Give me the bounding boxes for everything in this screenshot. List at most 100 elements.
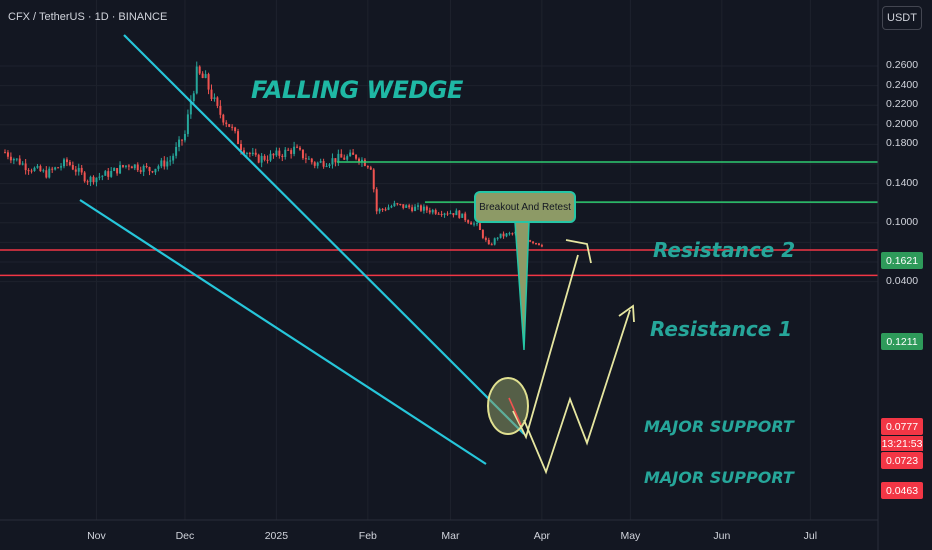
- candle-body: [92, 176, 95, 183]
- candle-body: [74, 169, 77, 172]
- projection-arrowhead-2: [618, 304, 635, 323]
- time-tick-label: Apr: [533, 530, 551, 542]
- candle-body: [464, 213, 467, 221]
- chart-grid: [0, 0, 878, 520]
- candle-body: [240, 143, 242, 151]
- candle-body: [366, 165, 369, 168]
- candle-body: [248, 153, 251, 155]
- candle-body: [511, 233, 514, 235]
- candle-body: [119, 165, 122, 174]
- candle-body: [508, 233, 511, 235]
- candle-body: [4, 152, 6, 154]
- candle-body: [331, 158, 334, 165]
- support-1-label: MAJOR SUPPORT: [644, 417, 794, 436]
- candle-body: [133, 164, 136, 169]
- candle-body: [225, 122, 228, 125]
- candle-body: [529, 240, 532, 242]
- time-tick-label: Nov: [87, 530, 106, 542]
- candle-body: [192, 93, 195, 102]
- candle-body: [537, 243, 540, 246]
- candle-body: [95, 177, 98, 183]
- candle-body: [142, 166, 145, 172]
- candle-body: [12, 158, 15, 161]
- candle-body: [63, 159, 65, 167]
- candle-body: [414, 206, 417, 211]
- candle-body: [169, 160, 172, 162]
- candle-body: [222, 114, 225, 123]
- candle-body: [299, 147, 301, 150]
- price-tick-label: 0.2000: [886, 117, 919, 130]
- support-1-price-tag: 0.0723: [881, 452, 923, 469]
- candle-body: [89, 176, 92, 183]
- symbol-title[interactable]: CFX / TetherUS · 1D · BINANCE: [8, 11, 168, 23]
- candle-body: [201, 73, 204, 79]
- candle-body: [124, 165, 127, 167]
- candle-body: [110, 170, 113, 177]
- candle-body: [60, 166, 63, 168]
- price-tick-label: 0.2200: [886, 98, 919, 111]
- candle-body: [45, 170, 48, 178]
- candle-body: [260, 155, 263, 163]
- candle-body: [481, 229, 484, 238]
- candle-body: [287, 149, 290, 151]
- candle-body: [242, 150, 245, 154]
- candle-body: [145, 166, 148, 168]
- candle-body: [83, 172, 86, 182]
- candle-body: [39, 166, 42, 172]
- pattern-label: FALLING WEDGE: [251, 76, 463, 104]
- candle-body: [71, 165, 74, 170]
- candle-body: [476, 223, 478, 225]
- candle-series: [4, 61, 543, 248]
- candle-body: [186, 114, 189, 134]
- projection-arrowhead-1: [565, 239, 592, 264]
- candle-body: [290, 150, 293, 154]
- candle-body: [384, 209, 387, 211]
- candle-body: [269, 153, 272, 161]
- candle-body: [422, 206, 425, 211]
- candle-body: [163, 160, 166, 167]
- time-tick-label: 2025: [264, 530, 289, 542]
- candle-body: [490, 244, 493, 246]
- candle-body: [27, 170, 30, 172]
- candle-body: [213, 97, 216, 100]
- candle-body: [343, 157, 346, 160]
- breakdown-tick: [508, 397, 522, 426]
- projection-path-1: [512, 254, 579, 440]
- projection-path-2: [523, 309, 631, 475]
- candle-body: [254, 152, 257, 155]
- candle-body: [104, 171, 107, 176]
- candle-body: [175, 146, 178, 156]
- candle-body: [172, 155, 175, 161]
- candle-body: [157, 166, 160, 169]
- candle-body: [139, 170, 142, 172]
- candle-body: [399, 204, 402, 206]
- candle-body: [57, 167, 60, 169]
- candle-body: [198, 66, 201, 74]
- candle-body: [245, 153, 248, 155]
- candle-body: [6, 152, 9, 157]
- candle-body: [405, 205, 408, 208]
- drawing-overlay: [0, 34, 878, 475]
- candle-body: [136, 164, 139, 171]
- candle-body: [328, 164, 331, 166]
- candle-body: [467, 220, 470, 223]
- price-tick-label: 0.1800: [886, 137, 919, 150]
- candle-body: [154, 168, 157, 173]
- candle-body: [393, 203, 396, 207]
- candle-body: [266, 159, 269, 161]
- time-tick-label: Feb: [358, 530, 377, 542]
- candle-body: [355, 154, 358, 159]
- price-tick-label: 0.1000: [886, 215, 919, 228]
- candle-body: [434, 210, 437, 214]
- currency-button[interactable]: USDT: [882, 6, 922, 30]
- candle-body: [455, 210, 458, 216]
- candle-body: [86, 181, 89, 183]
- time-tick-label: Dec: [175, 530, 195, 542]
- candle-body: [484, 237, 487, 240]
- candle-body: [446, 213, 449, 215]
- candle-body: [21, 163, 24, 165]
- candle-body: [210, 89, 213, 100]
- candle-body: [369, 167, 372, 170]
- candle-body: [9, 156, 12, 161]
